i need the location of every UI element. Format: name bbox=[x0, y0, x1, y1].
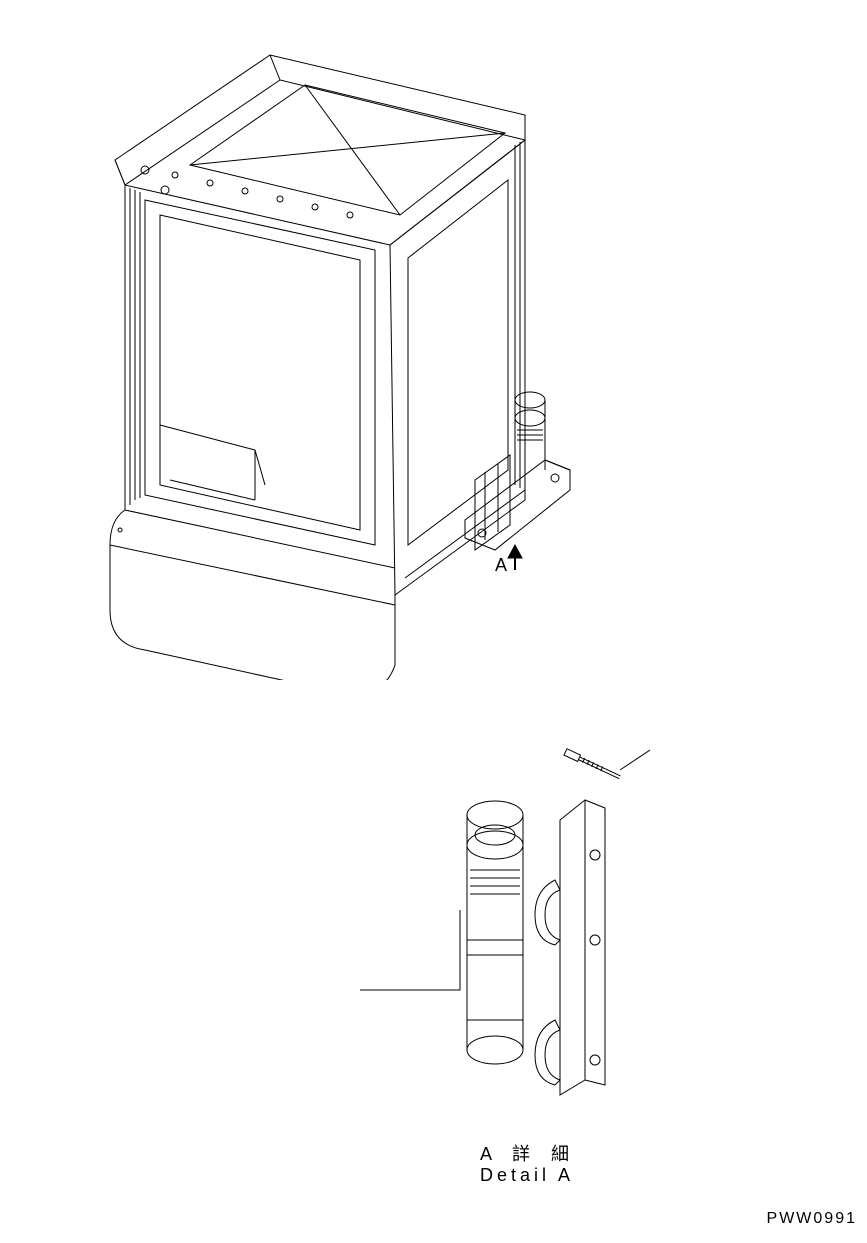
cab-isometric-view bbox=[70, 40, 625, 680]
callout-label-a: A bbox=[495, 555, 507, 576]
document-id: PWW0991 bbox=[767, 1210, 857, 1228]
detail-label-japanese: A 詳 細 bbox=[480, 1140, 577, 1166]
detail-label-english: Detail A bbox=[480, 1165, 574, 1186]
technical-diagram: A bbox=[0, 0, 867, 1243]
detail-a-view bbox=[360, 740, 650, 1110]
